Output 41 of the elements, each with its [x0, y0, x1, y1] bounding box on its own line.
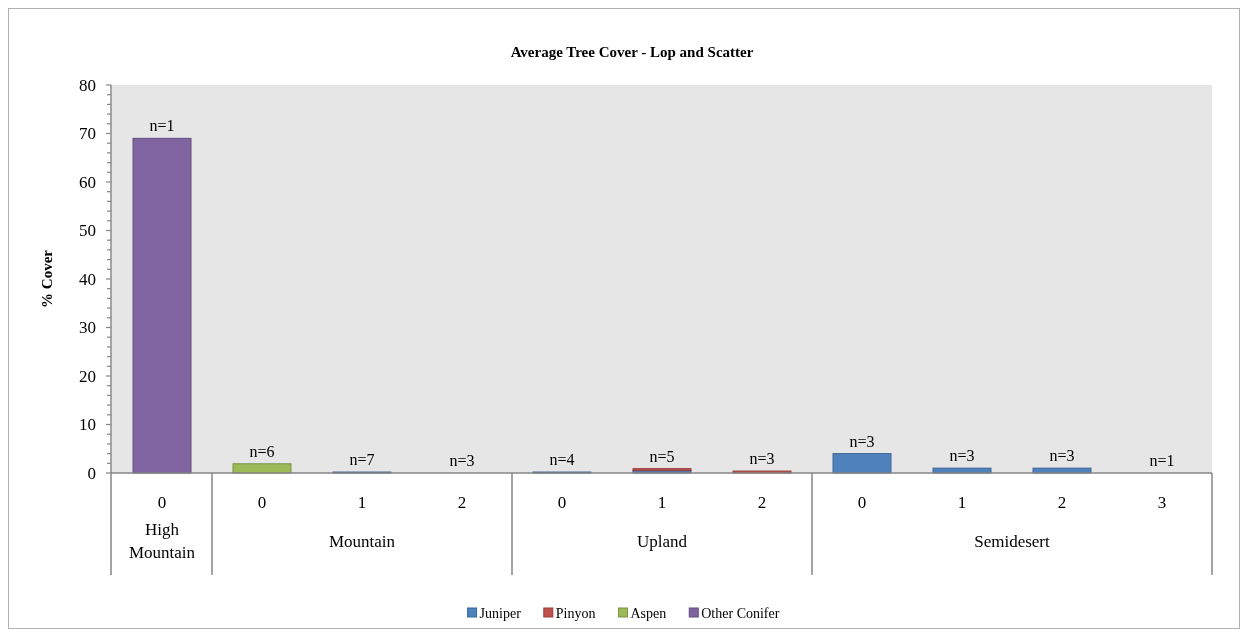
- x-tick-label: 0: [257, 492, 267, 512]
- x-tick-label: 2: [757, 492, 767, 512]
- annotation: n=7: [349, 451, 375, 469]
- y-tick-label: 0: [87, 463, 96, 483]
- y-tick-label: 40: [79, 269, 96, 289]
- annotation: n=1: [149, 117, 175, 135]
- x-tick-label: 1: [357, 492, 367, 512]
- annotation: n=3: [1049, 447, 1075, 465]
- x-tick-label: 2: [1057, 492, 1067, 512]
- text: High Mountain: [128, 520, 196, 563]
- legend-label: Pinyon: [555, 605, 596, 621]
- x-tick-label: 1: [657, 492, 667, 512]
- y-tick-label: 30: [79, 318, 96, 338]
- y-tick-label: 10: [79, 415, 96, 435]
- annotation: n=4: [549, 451, 575, 469]
- y-tick-label: 60: [79, 172, 96, 192]
- legend-label: Other Conifer: [701, 605, 780, 621]
- x-tick-label: 3: [1157, 492, 1167, 512]
- text: Upland: [636, 531, 688, 551]
- text: Semidesert: [974, 531, 1051, 551]
- x-tick-label: 0: [857, 492, 867, 512]
- annotation: n=6: [249, 442, 275, 460]
- y-axis-title: % Cover: [39, 249, 55, 308]
- y-tick-label: 50: [79, 221, 96, 241]
- legend-label: Juniper: [479, 605, 522, 621]
- x-tick-label: 1: [957, 492, 967, 512]
- x-tick-label: 0: [557, 492, 567, 512]
- chart-title: Average Tree Cover - Lop and Scatter: [510, 44, 754, 60]
- annotation: n=1: [1149, 452, 1175, 469]
- x-tick-label: 0: [157, 492, 167, 512]
- x-tick-label: 2: [457, 492, 467, 512]
- annotation: n=5: [649, 447, 675, 465]
- text: Mountain: [328, 531, 396, 551]
- annotation: n=3: [749, 450, 775, 468]
- annotation: n=3: [949, 447, 975, 465]
- annotation: n=3: [449, 452, 475, 469]
- y-tick-label: 20: [79, 366, 96, 386]
- y-tick-label: 70: [79, 124, 96, 144]
- y-tick-label: 80: [79, 75, 96, 95]
- annotation: n=3: [849, 432, 875, 450]
- legend-label: Aspen: [630, 605, 667, 621]
